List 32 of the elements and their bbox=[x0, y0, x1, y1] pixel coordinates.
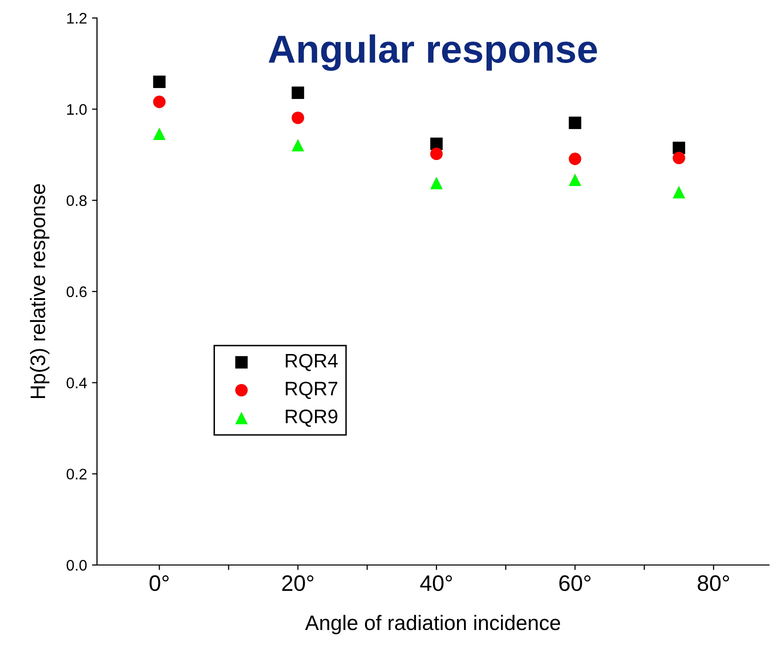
point bbox=[672, 186, 686, 198]
y-tick-label: 0.8 bbox=[66, 195, 87, 206]
point bbox=[292, 138, 304, 152]
point bbox=[568, 152, 582, 166]
point bbox=[568, 116, 582, 130]
chart-title: Angular response bbox=[268, 34, 597, 71]
point bbox=[430, 148, 443, 160]
point bbox=[672, 142, 686, 154]
x-tick-label: 0° bbox=[150, 575, 169, 592]
legend-label: RQR9 bbox=[286, 410, 338, 427]
y-tick-label: 0.6 bbox=[66, 286, 87, 298]
x-tick-label: 40° bbox=[420, 575, 452, 592]
point bbox=[672, 152, 686, 164]
x-tick-label: 60° bbox=[559, 575, 590, 592]
legend-label: RQR7 bbox=[286, 382, 338, 399]
y-tick-label: 1.2 bbox=[67, 12, 87, 24]
point bbox=[153, 96, 166, 108]
point bbox=[292, 86, 304, 99]
point bbox=[153, 76, 166, 88]
point bbox=[568, 174, 582, 186]
y-tick-label: 1.0 bbox=[67, 104, 87, 115]
y-tick-label: 0.2 bbox=[66, 468, 87, 480]
y-axis-title: Hp(3) relative response bbox=[30, 184, 50, 398]
x-axis-title: Angle of radiation incidence bbox=[305, 614, 560, 634]
point bbox=[430, 176, 443, 190]
y-tick-label: 0.0 bbox=[66, 560, 87, 571]
x-tick-label: 80° bbox=[698, 575, 730, 592]
point bbox=[153, 128, 166, 140]
x-tick-label: 20° bbox=[282, 575, 314, 592]
legend-label: RQR4 bbox=[286, 354, 338, 372]
y-tick-label: 0.4 bbox=[66, 378, 87, 388]
point bbox=[292, 112, 304, 124]
